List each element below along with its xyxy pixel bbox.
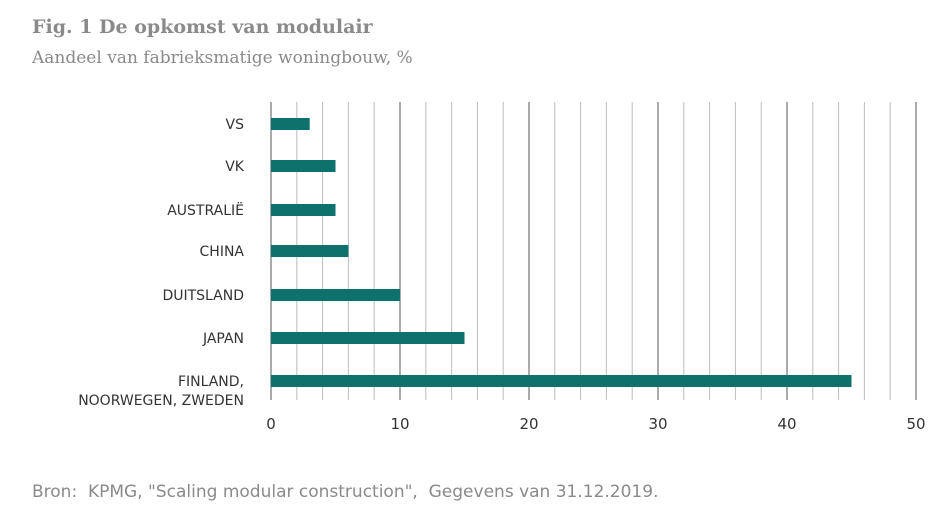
category-label: FINLAND, [178,374,244,390]
x-tick-label: 40 [777,415,796,433]
bar [271,375,852,387]
bar [271,289,400,301]
x-tick-label: 50 [906,415,925,433]
x-tick-label: 30 [648,415,667,433]
chart-title: Fig. 1 De opkomst van modulair [32,16,373,38]
category-label: DUITSLAND [162,288,244,304]
source-note: Bron: KPMG, "Scaling modular constructio… [32,482,659,502]
x-tick-label: 0 [266,415,276,433]
category-label: VK [225,159,245,175]
category-label: JAPAN [202,331,244,347]
bar [271,332,465,344]
x-tick-label: 10 [390,415,409,433]
bar [271,160,336,172]
x-tick-label: 20 [519,415,538,433]
category-label: CHINA [200,244,245,260]
bar [271,245,349,257]
chart-subtitle: Aandeel van fabrieksmatige woningbouw, % [32,48,413,68]
category-label: AUSTRALIË [167,201,244,219]
bar [271,118,310,130]
category-label: NOORWEGEN, ZWEDEN [78,393,244,409]
category-label: VS [226,117,245,133]
bar [271,204,336,216]
